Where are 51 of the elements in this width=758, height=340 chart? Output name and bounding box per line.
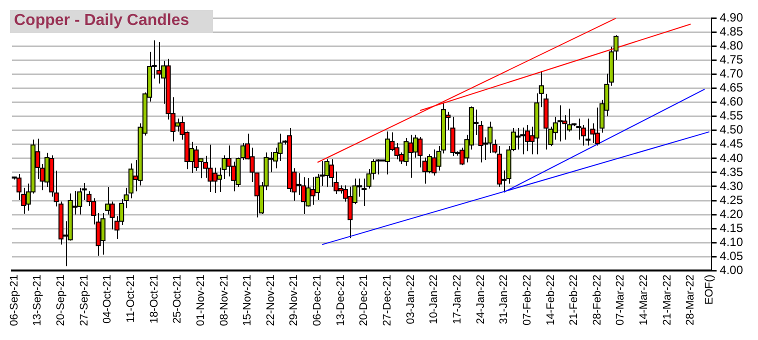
x-tick-label: 01-Nov-21 — [194, 274, 207, 326]
y-tick-label: 4.10 — [720, 234, 744, 249]
chart-title: Copper - Daily Candles — [10, 10, 214, 33]
x-tick-label: 13-Sep-21 — [32, 274, 44, 326]
x-tick-label: 25-Oct-21 — [172, 274, 184, 324]
y-tick-label: 4.45 — [720, 136, 744, 151]
x-tick-label: 29-Nov-21 — [288, 274, 300, 326]
x-tick-label: 27-Dec-21 — [382, 274, 394, 326]
x-tick-label: 17-Jan-22 — [451, 274, 464, 324]
y-tick-label: 4.50 — [720, 122, 744, 137]
y-tick-label: 4.65 — [720, 80, 744, 95]
y-tick-label: 4.35 — [720, 164, 744, 179]
y-tick-label: 4.05 — [720, 248, 744, 263]
x-tick-label: 24-Jan-22 — [474, 274, 487, 324]
y-tick-label: 4.25 — [720, 192, 744, 207]
y-tick-label: 4.80 — [720, 38, 744, 53]
y-tick-label: 4.70 — [720, 66, 744, 81]
y-tick-label: 4.75 — [720, 52, 744, 67]
y-tick-label: 4.90 — [720, 10, 744, 25]
x-tick-label: 14-Mar-22 — [638, 274, 650, 326]
y-tick-label: 4.15 — [720, 220, 744, 235]
y-tick-label: 4.40 — [720, 150, 744, 165]
x-tick-label: 06-Sep-21 — [8, 274, 20, 326]
y-tick-label: 4.55 — [720, 108, 744, 123]
x-tick-label: 20-Dec-21 — [358, 274, 370, 326]
x-tick-label: 22-Nov-21 — [264, 274, 277, 326]
x-tick-label: 28-Feb-22 — [591, 274, 604, 326]
y-tick-label: 4.60 — [720, 94, 744, 109]
x-tick-label: 10-Jan-22 — [428, 274, 440, 324]
x-tick-label: 04-Oct-21 — [102, 274, 114, 324]
x-tick-label: 21-Mar-22 — [661, 274, 674, 326]
y-tick-label: 4.00 — [720, 262, 744, 277]
y-tick-label: 4.20 — [720, 206, 744, 221]
x-tick-label: 28-Mar-22 — [684, 274, 697, 326]
x-tick-label: 08-Nov-21 — [218, 274, 230, 326]
x-tick-label: 27-Sep-21 — [78, 274, 90, 326]
x-tick-label: 11-Oct-21 — [124, 274, 137, 323]
y-tick-label: 4.85 — [720, 24, 744, 39]
x-tick-label: EOF() — [703, 274, 716, 305]
x-tick-label: 14-Feb-22 — [544, 274, 557, 326]
x-tick-label: 07-Feb-22 — [521, 274, 534, 326]
x-tick-label: 20-Sep-21 — [55, 274, 68, 326]
y-tick-label: 4.30 — [720, 178, 744, 193]
x-tick-label: 15-Nov-21 — [242, 274, 254, 326]
x-tick-label: 18-Oct-21 — [148, 274, 160, 324]
x-tick-label: 03-Jan-22 — [404, 274, 417, 324]
x-tick-label: 06-Dec-21 — [312, 274, 324, 326]
x-tick-label: 31-Jan-22 — [498, 274, 510, 324]
x-tick-label: 21-Feb-22 — [568, 274, 580, 326]
x-tick-label: 13-Dec-21 — [334, 274, 347, 326]
x-tick-label: 07-Mar-22 — [614, 274, 627, 326]
